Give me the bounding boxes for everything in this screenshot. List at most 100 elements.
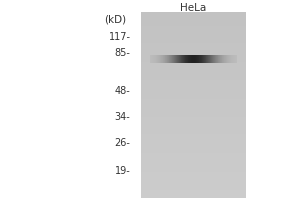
Bar — [141, 181, 246, 183]
Bar — [141, 173, 246, 175]
Bar — [141, 119, 246, 121]
Bar — [141, 131, 246, 133]
Bar — [141, 71, 246, 73]
Bar — [141, 159, 246, 161]
Bar — [141, 108, 246, 110]
Bar — [141, 127, 246, 129]
Bar — [141, 14, 246, 16]
Bar — [141, 34, 246, 36]
Bar — [141, 24, 246, 26]
Text: HeLa: HeLa — [180, 3, 207, 13]
Bar — [141, 96, 246, 98]
Bar — [141, 147, 246, 149]
Bar — [141, 55, 246, 57]
Bar — [141, 91, 246, 93]
Bar — [141, 74, 246, 76]
Text: 19-: 19- — [115, 166, 130, 176]
Bar — [141, 76, 246, 77]
Bar — [141, 138, 246, 140]
Bar — [141, 45, 246, 46]
Bar — [141, 125, 246, 127]
Bar — [141, 63, 246, 65]
Bar — [141, 83, 246, 85]
Bar — [141, 43, 246, 45]
Bar — [141, 158, 246, 160]
Bar — [141, 141, 246, 143]
Bar — [141, 49, 246, 51]
Bar — [141, 65, 246, 67]
Bar — [141, 51, 246, 53]
Bar — [141, 195, 246, 197]
Bar — [141, 179, 246, 181]
Bar — [141, 145, 246, 147]
Bar — [141, 85, 246, 87]
Bar — [141, 58, 246, 60]
Bar — [141, 134, 246, 136]
Bar — [141, 79, 246, 81]
Bar — [141, 169, 246, 170]
Bar — [141, 86, 246, 88]
Bar — [141, 155, 246, 157]
Bar — [141, 20, 246, 22]
Bar — [141, 102, 246, 104]
Bar — [141, 114, 246, 116]
Bar — [141, 80, 246, 82]
Bar — [141, 170, 246, 172]
Bar — [141, 111, 246, 113]
Bar — [141, 48, 246, 50]
Bar — [141, 120, 246, 122]
Bar — [141, 150, 246, 152]
Bar — [141, 130, 246, 132]
Bar — [141, 124, 246, 126]
Bar — [141, 37, 246, 39]
Bar — [141, 142, 246, 144]
Bar — [141, 77, 246, 79]
Bar — [141, 187, 246, 189]
Bar — [141, 167, 246, 169]
Bar — [141, 152, 246, 153]
Bar — [141, 110, 246, 112]
Bar — [141, 41, 246, 43]
Bar — [141, 93, 246, 95]
Bar — [141, 116, 246, 118]
Bar — [141, 72, 246, 74]
Bar — [141, 12, 246, 14]
Bar — [141, 94, 246, 96]
Bar — [141, 18, 246, 20]
Bar — [141, 176, 246, 178]
Bar — [141, 29, 246, 31]
Bar — [141, 196, 246, 198]
Bar — [141, 68, 246, 70]
Bar — [141, 62, 246, 64]
Text: 34-: 34- — [115, 112, 130, 122]
Bar — [141, 148, 246, 150]
Bar — [141, 178, 246, 180]
Bar — [141, 190, 246, 192]
Text: 85-: 85- — [115, 48, 130, 58]
Bar — [141, 175, 246, 177]
Bar — [141, 57, 246, 59]
Bar — [141, 35, 246, 37]
Bar — [141, 165, 246, 167]
Bar — [141, 15, 246, 17]
Bar — [141, 122, 246, 124]
Text: 48-: 48- — [115, 86, 130, 96]
Bar — [141, 156, 246, 158]
Bar — [141, 139, 246, 141]
Bar — [141, 144, 246, 146]
Bar — [141, 172, 246, 174]
Bar — [141, 90, 246, 91]
Bar — [141, 23, 246, 25]
Text: (kD): (kD) — [104, 15, 127, 25]
Bar — [141, 99, 246, 101]
Bar — [141, 54, 246, 56]
Bar — [141, 38, 246, 40]
Bar — [141, 161, 246, 163]
Bar — [141, 113, 246, 115]
Bar — [141, 136, 246, 138]
Bar — [141, 60, 246, 62]
Bar — [141, 162, 246, 164]
Text: 117-: 117- — [109, 32, 130, 42]
Bar — [141, 107, 246, 108]
Bar — [141, 17, 246, 19]
